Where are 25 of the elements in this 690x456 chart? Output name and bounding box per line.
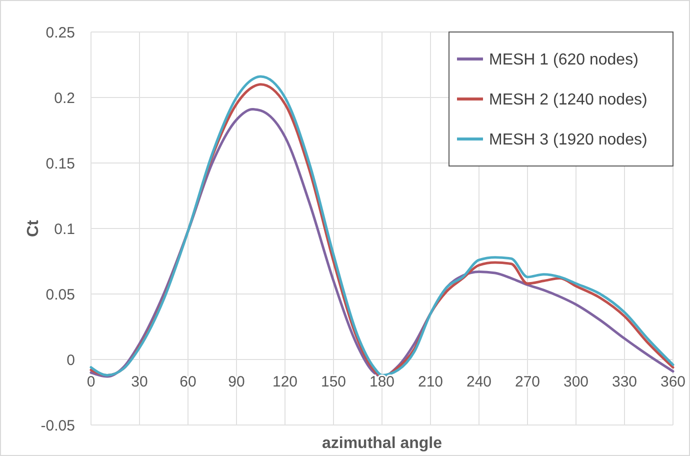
y-tick-label: 0.1 bbox=[54, 220, 75, 238]
x-tick-label: 330 bbox=[612, 374, 638, 390]
y-tick-label: 0.05 bbox=[46, 286, 75, 304]
x-tick-label: 270 bbox=[514, 374, 540, 390]
y-tick-label: 0.15 bbox=[46, 155, 75, 172]
y-axis-title: Ct bbox=[25, 219, 42, 237]
x-tick-label: 0 bbox=[86, 374, 96, 390]
x-tick-label: 150 bbox=[320, 374, 346, 390]
x-tick-label: 360 bbox=[660, 374, 686, 390]
x-tick-label: 90 bbox=[228, 374, 245, 390]
legend-label: MESH 3 (1920 nodes) bbox=[489, 132, 648, 149]
legend-label: MESH 1 (620 nodes) bbox=[489, 52, 638, 69]
x-tick-label: 30 bbox=[131, 374, 148, 390]
x-tick-label: 210 bbox=[418, 374, 444, 390]
legend-label: MESH 2 (1240 nodes) bbox=[489, 92, 648, 109]
x-tick-label: 120 bbox=[272, 374, 298, 390]
x-tick-label: 180 bbox=[369, 374, 395, 390]
y-tick-label: 0.2 bbox=[54, 90, 75, 107]
x-tick-label: 300 bbox=[563, 374, 589, 390]
x-axis-title: azimuthal angle bbox=[322, 435, 442, 452]
x-tick-label: 60 bbox=[180, 374, 196, 390]
y-tick-label: 0.25 bbox=[46, 24, 75, 42]
x-tick-label: 240 bbox=[466, 374, 492, 390]
y-tick-label: 0 bbox=[66, 352, 75, 369]
y-tick-label: -0.05 bbox=[40, 417, 75, 434]
